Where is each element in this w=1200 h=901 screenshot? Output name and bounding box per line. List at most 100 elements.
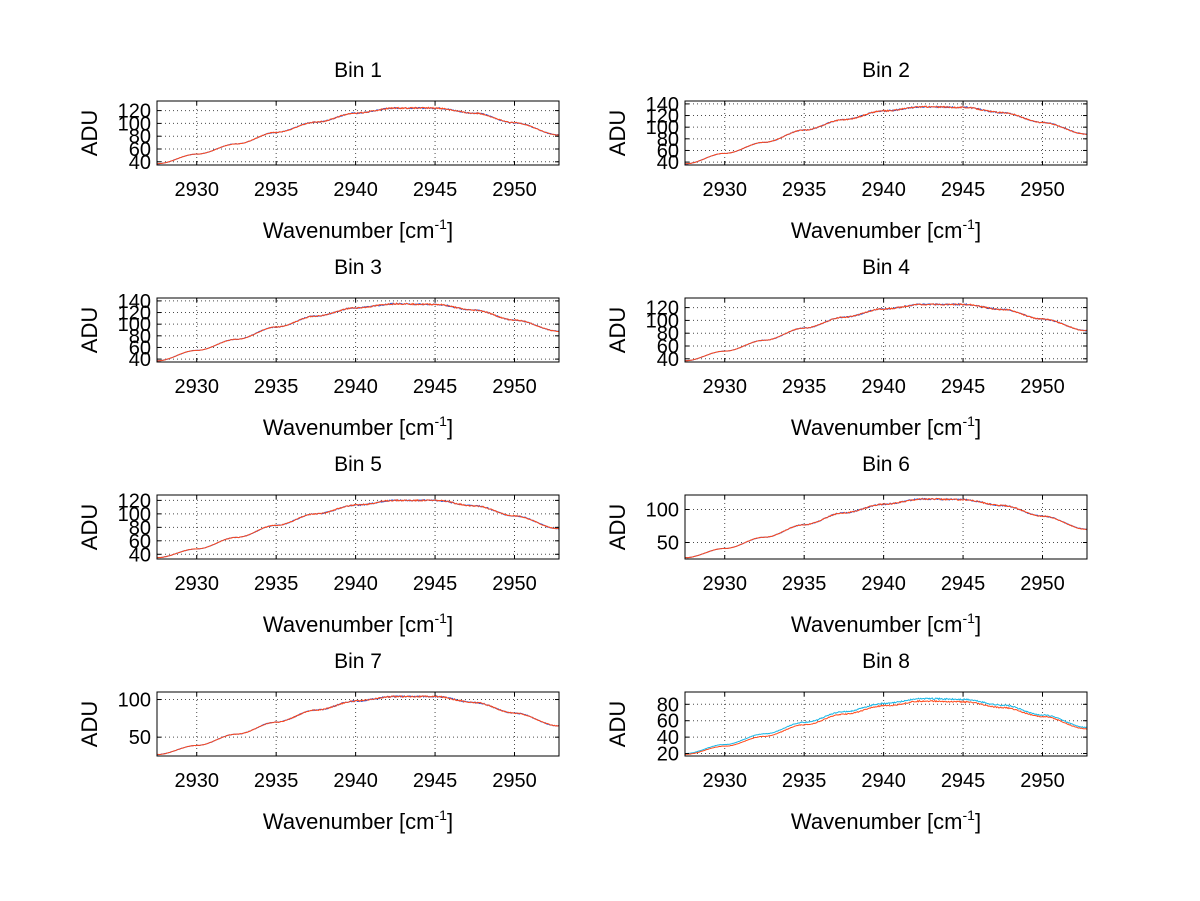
x-tick-label: 2945 — [941, 376, 986, 398]
x-axis-label-base: Wavenumber [cm — [263, 809, 435, 834]
y-tick-label: 60 — [657, 140, 679, 162]
x-tick-label: 2935 — [782, 376, 827, 398]
x-axis-label-base: Wavenumber [cm — [263, 612, 435, 637]
y-tick-label: 120 — [646, 106, 679, 128]
x-axis-label-base: Wavenumber [cm — [791, 809, 963, 834]
x-axis-label-superscript: -1 — [963, 216, 976, 232]
x-tick-label: 2935 — [254, 573, 299, 595]
panel-title: Bin 5 — [334, 453, 382, 476]
series-line-cyan — [684, 697, 1088, 755]
x-tick-label: 2930 — [702, 179, 747, 201]
x-tick-label: 2950 — [492, 179, 537, 201]
y-axis-label: ADU — [605, 110, 630, 156]
x-tick-label: 2935 — [782, 179, 827, 201]
panel-title: Bin 8 — [862, 650, 910, 673]
series-line-orange — [684, 497, 1088, 559]
axes-frame — [684, 297, 1088, 363]
y-tick-label: 40 — [129, 152, 151, 174]
y-tick-label: 100 — [118, 690, 151, 712]
y-axis-label: ADU — [77, 110, 102, 156]
y-tick-label: 100 — [646, 117, 679, 139]
y-tick-label: 50 — [129, 727, 151, 749]
x-axis-label-superscript: -1 — [435, 807, 448, 823]
x-axis-label-base: Wavenumber [cm — [263, 218, 435, 243]
x-axis-label-superscript: -1 — [963, 610, 976, 626]
panel-title: Bin 2 — [862, 59, 910, 82]
x-axis-label: Wavenumber [cm-1] — [263, 807, 453, 834]
series-line-orange — [156, 106, 560, 165]
x-tick-label: 2950 — [492, 376, 537, 398]
x-axis-label-superscript: -1 — [963, 413, 976, 429]
x-axis-label-close: ] — [447, 809, 453, 834]
x-tick-label: 2935 — [782, 770, 827, 792]
x-tick-label: 2935 — [254, 179, 299, 201]
x-tick-label: 2935 — [254, 376, 299, 398]
x-tick-label: 2945 — [413, 573, 458, 595]
panel-title: Bin 1 — [334, 59, 382, 82]
x-tick-label: 2940 — [861, 376, 906, 398]
y-tick-label: 40 — [657, 152, 679, 174]
x-tick-label: 2940 — [861, 179, 906, 201]
y-tick-label: 80 — [129, 126, 151, 148]
x-axis-label: Wavenumber [cm-1] — [791, 610, 981, 637]
x-tick-label: 2940 — [333, 376, 378, 398]
x-axis-label-superscript: -1 — [963, 807, 976, 823]
x-tick-label: 2945 — [941, 573, 986, 595]
series-line-orange — [685, 105, 1088, 165]
x-axis-label: Wavenumber [cm-1] — [791, 216, 981, 243]
axes-frame — [156, 100, 560, 166]
x-tick-label: 2945 — [941, 179, 986, 201]
x-tick-label: 2945 — [413, 770, 458, 792]
x-axis-label-base: Wavenumber [cm — [791, 415, 963, 440]
y-tick-label: 20 — [657, 744, 679, 766]
x-tick-label: 2930 — [174, 573, 219, 595]
x-axis-label: Wavenumber [cm-1] — [263, 610, 453, 637]
panel-title: Bin 6 — [862, 453, 910, 476]
axes-frame — [684, 494, 1088, 560]
y-tick-label: 40 — [657, 727, 679, 749]
y-tick-label: 80 — [129, 326, 151, 348]
y-tick-label: 100 — [118, 504, 151, 526]
series-line-orange — [156, 498, 560, 559]
y-axis-label: ADU — [605, 307, 630, 353]
x-tick-label: 2945 — [413, 376, 458, 398]
x-axis-label-close: ] — [975, 415, 981, 440]
x-tick-label: 2940 — [333, 179, 378, 201]
x-axis-label-close: ] — [447, 415, 453, 440]
y-tick-label: 100 — [118, 113, 151, 135]
x-tick-label: 2950 — [1020, 179, 1065, 201]
y-axis-label: ADU — [605, 701, 630, 747]
x-axis-label-base: Wavenumber [cm — [791, 218, 963, 243]
x-axis-label-close: ] — [447, 612, 453, 637]
x-tick-label: 2940 — [333, 770, 378, 792]
axes-frame — [156, 691, 560, 757]
x-tick-label: 2930 — [174, 376, 219, 398]
x-tick-label: 2935 — [782, 573, 827, 595]
x-axis-label-close: ] — [975, 809, 981, 834]
y-tick-label: 80 — [129, 517, 151, 539]
x-tick-label: 2935 — [254, 770, 299, 792]
y-tick-label: 40 — [129, 544, 151, 566]
x-axis-label-superscript: -1 — [435, 413, 448, 429]
subplot-bin-7: 2930 2935 2940 2945 2950 50 100 Bin 7 Wavenumber… — [77, 650, 560, 834]
x-tick-label: 2950 — [1020, 770, 1065, 792]
x-axis-label: Wavenumber [cm-1] — [263, 216, 453, 243]
x-tick-label: 2945 — [413, 179, 458, 201]
y-tick-label: 80 — [657, 129, 679, 151]
y-tick-label: 80 — [657, 323, 679, 345]
x-axis-label-superscript: -1 — [435, 216, 448, 232]
series-line-orange — [156, 695, 560, 756]
x-axis-label-base: Wavenumber [cm — [263, 415, 435, 440]
y-tick-label: 120 — [118, 490, 151, 512]
x-tick-label: 2940 — [861, 770, 906, 792]
y-tick-label: 100 — [646, 310, 679, 332]
y-tick-label: 120 — [646, 298, 679, 320]
y-tick-label: 60 — [657, 711, 679, 733]
